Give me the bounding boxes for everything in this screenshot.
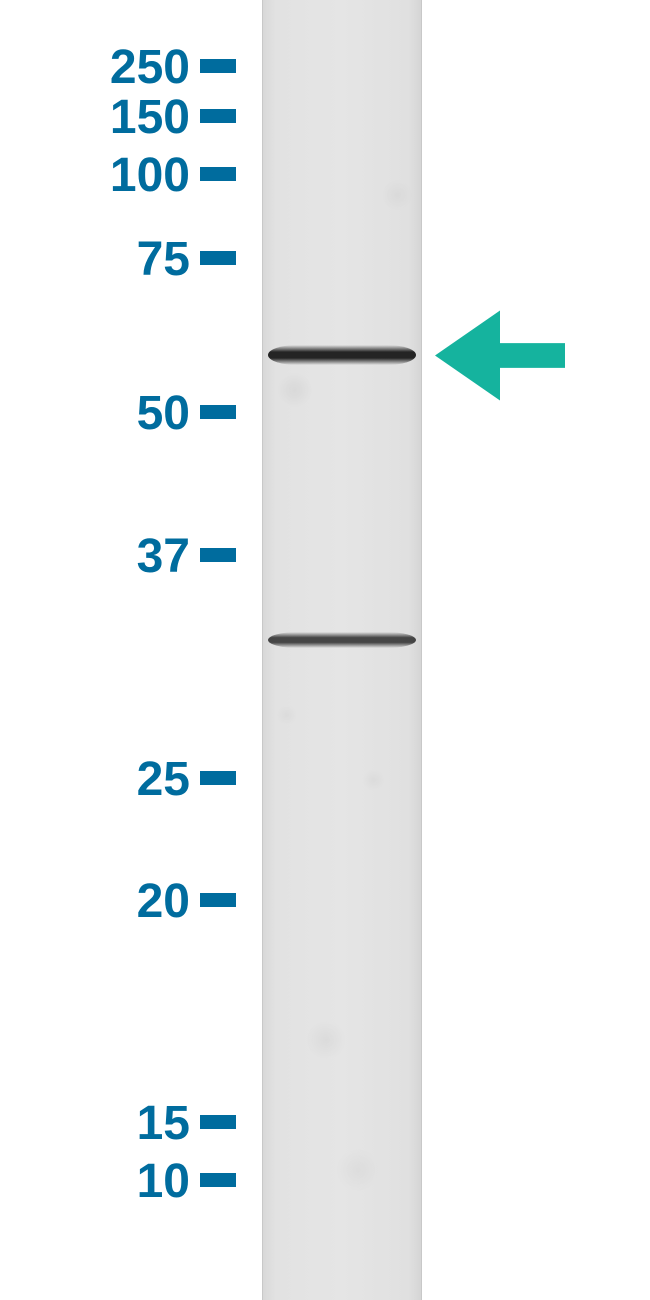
band-2 [268, 632, 415, 648]
marker-label-10: 10 [10, 1154, 190, 1209]
lane-texture [263, 0, 421, 1300]
marker-label-250: 250 [10, 40, 190, 95]
marker-label-75: 75 [10, 232, 190, 287]
marker-dash-50 [200, 405, 236, 419]
band-1 [268, 345, 415, 365]
blot-lane [262, 0, 422, 1300]
marker-label-20: 20 [10, 874, 190, 929]
marker-dash-20 [200, 893, 236, 907]
marker-dash-75 [200, 251, 236, 265]
marker-dash-100 [200, 167, 236, 181]
western-blot-diagram: 250150100 75 50 37 25 20 1510 [0, 0, 650, 1300]
marker-dash-25 [200, 771, 236, 785]
marker-label-15: 15 [10, 1096, 190, 1151]
marker-label-37: 37 [10, 529, 190, 584]
marker-dash-37 [200, 548, 236, 562]
marker-dash-150 [200, 109, 236, 123]
marker-dash-15 [200, 1115, 236, 1129]
marker-label-150: 150 [10, 90, 190, 145]
marker-dash-10 [200, 1173, 236, 1187]
marker-dash-250 [200, 59, 236, 73]
marker-label-50: 50 [10, 386, 190, 441]
indicator-arrow-icon [435, 306, 565, 405]
marker-label-25: 25 [10, 752, 190, 807]
marker-label-100: 100 [10, 148, 190, 203]
